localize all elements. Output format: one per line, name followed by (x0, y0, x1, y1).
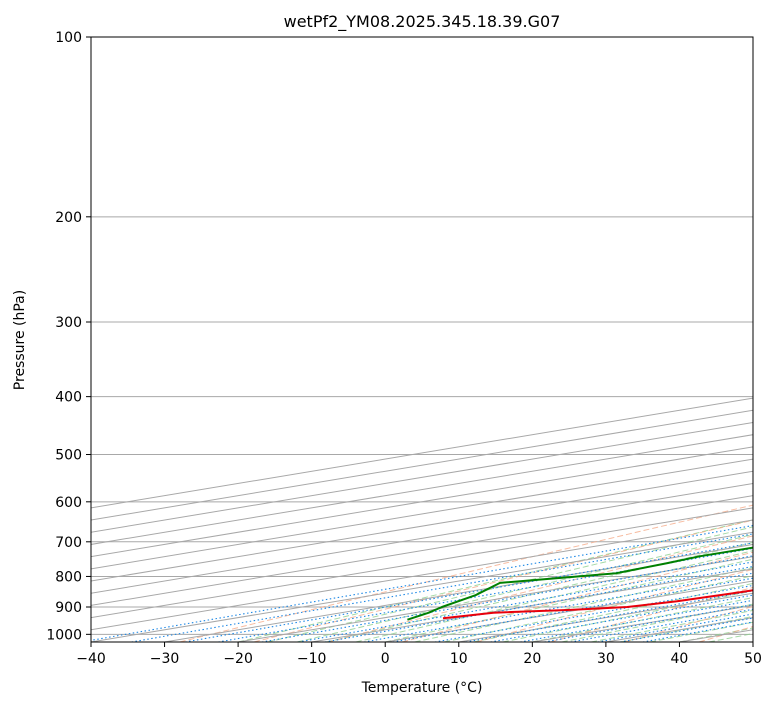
x-tick-label: 30 (597, 651, 615, 667)
isotherm-line (91, 531, 753, 642)
moist-adiabat-line (385, 558, 753, 642)
dry-adiabat-line (476, 568, 753, 642)
x-tick-label: 0 (381, 651, 390, 667)
moist-adiabat-line (414, 567, 753, 642)
moist-adiabat-line (267, 526, 753, 642)
x-axis-title: Temperature (°C) (361, 680, 483, 696)
isotherms (91, 397, 753, 642)
isotherm-label: 40 (615, 640, 635, 660)
isotherm-line (91, 434, 753, 545)
mixing-ratio-line (185, 542, 753, 642)
y-tick-label: 900 (55, 600, 82, 616)
x-tick-label: −40 (76, 651, 106, 667)
isotherm-line (91, 495, 753, 606)
mixing-ratio-line (363, 572, 753, 642)
moist-adiabat-line (237, 519, 753, 642)
y-axis-title: Pressure (hPa) (12, 290, 28, 390)
mixing-ratio-line (434, 584, 753, 642)
isotherm-line (91, 470, 753, 582)
mixing-ratio-lines (91, 524, 753, 642)
plot-frame (90, 36, 754, 643)
moist-adiabat-line (473, 582, 753, 642)
y-tick-label: 100 (55, 30, 82, 46)
x-tick-label: −30 (150, 651, 180, 667)
isotherm-line (91, 458, 753, 570)
mixing-ratio-line (392, 577, 753, 642)
x-tick-label: 20 (523, 651, 541, 667)
y-tick-label: 700 (55, 535, 82, 551)
plot-area: 0.10.20.40.611.52346810131620253036-100-… (91, 37, 753, 660)
isotherm-line (91, 446, 753, 558)
chart-title: wetPf2_YM08.2025.345.18.39.G07 (284, 12, 561, 32)
y-tick-label: 600 (55, 495, 82, 511)
y-tick-label: 800 (55, 569, 82, 585)
x-tick-label: 10 (450, 651, 468, 667)
dewpoint-profile-line (407, 546, 753, 621)
mixing-ratio-line (490, 594, 753, 642)
isotherm-line (91, 519, 753, 631)
y-axis-ticks: 100 200 300 400 500 600 700 800 900 1000 (46, 30, 91, 643)
isotherm-line (91, 507, 753, 619)
moist-adiabat-line (296, 533, 753, 642)
x-tick-label: 50 (744, 651, 762, 667)
y-tick-label: 400 (55, 390, 82, 406)
x-axis-ticks: −40 −30 −20 −10 0 10 20 30 40 50 (76, 642, 762, 667)
temperature-profile-line (442, 589, 753, 620)
moist-adiabat-line (502, 590, 753, 642)
isotherm-line (91, 482, 753, 594)
mixing-ratio-line (91, 524, 753, 641)
y-tick-label: 500 (55, 448, 82, 464)
mixing-ratio-line (465, 590, 753, 642)
dry-adiabat-line (253, 519, 753, 642)
x-tick-label: −20 (223, 651, 253, 667)
x-tick-label: −10 (297, 651, 327, 667)
x-tick-label: 40 (671, 651, 689, 667)
line-labels: 0.10.20.40.611.52346810131620253036-100-… (615, 640, 635, 660)
sounding-series (407, 546, 753, 621)
mixing-ratio-line (298, 561, 753, 642)
y-tick-label: 1000 (46, 627, 82, 643)
y-tick-label: 300 (55, 315, 82, 331)
moist-adiabat-line (355, 550, 753, 642)
y-tick-label: 200 (55, 210, 82, 226)
